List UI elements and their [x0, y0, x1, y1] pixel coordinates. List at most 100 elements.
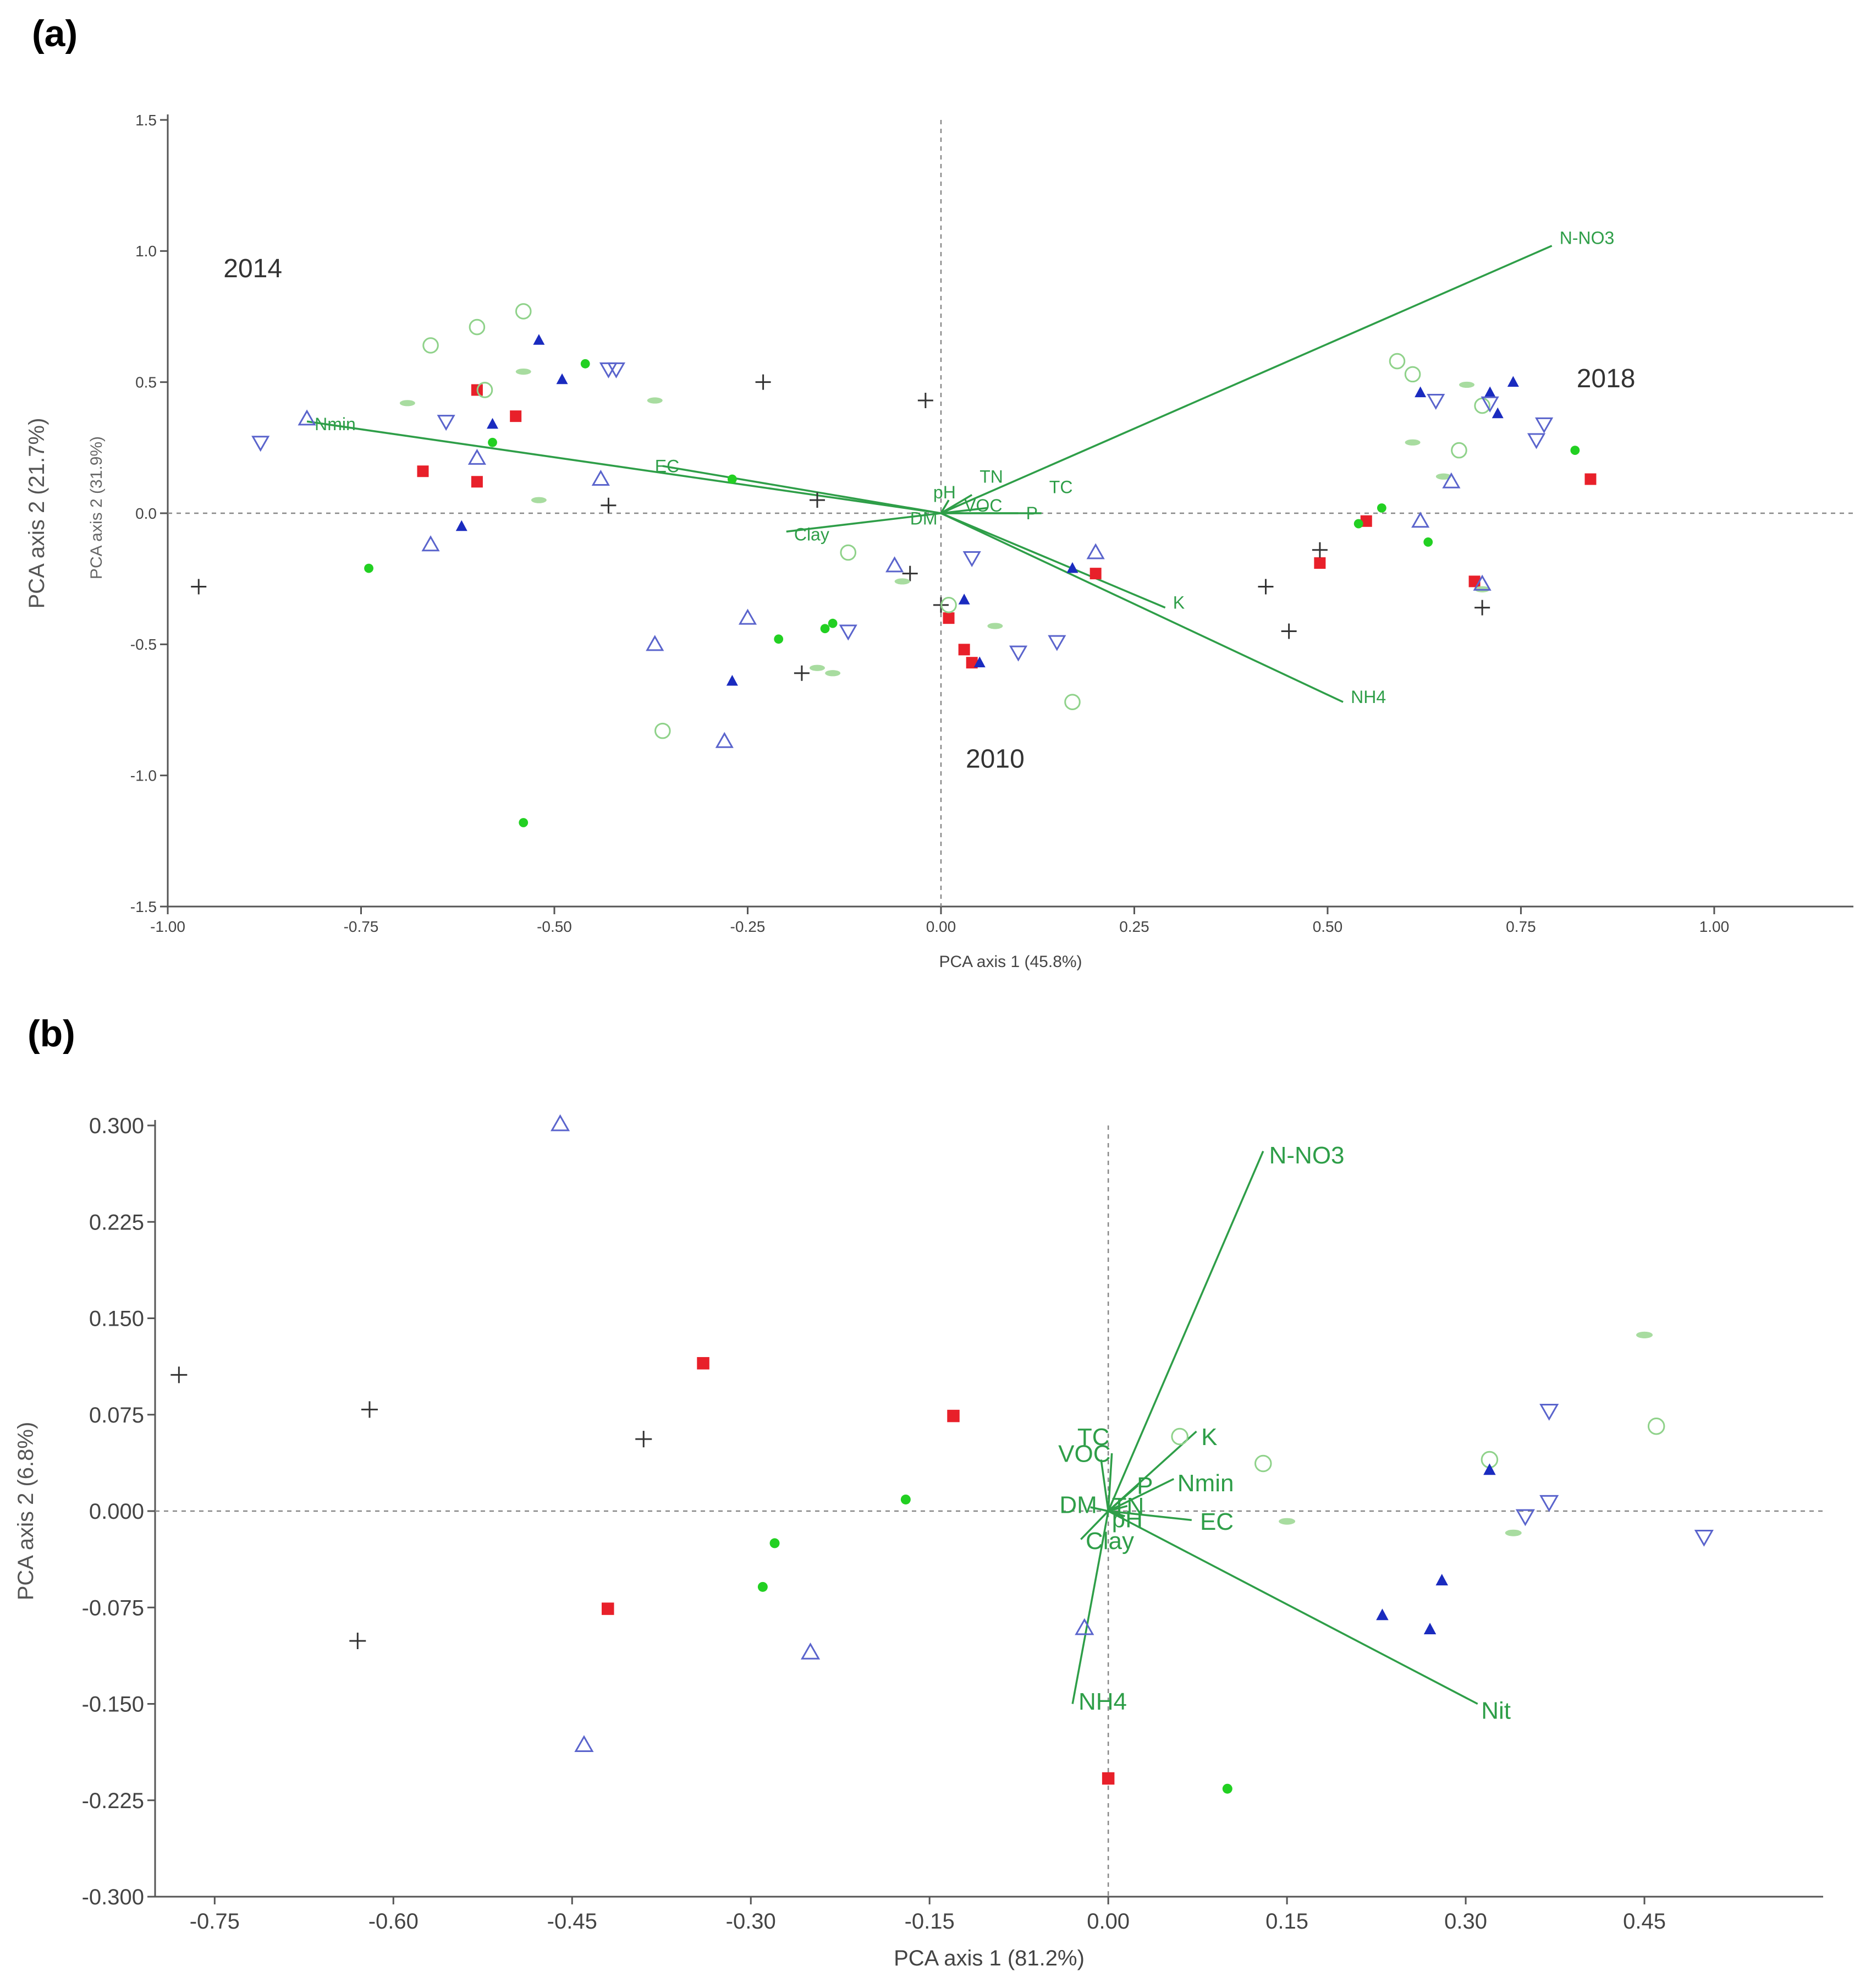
data-point [1389, 353, 1406, 370]
data-point [947, 1409, 960, 1423]
vector-label: NH4 [1078, 1688, 1127, 1715]
x-tick-label: 0.75 [1506, 918, 1536, 935]
data-point [697, 1357, 709, 1370]
data-point [1481, 396, 1499, 413]
y-axis-label-secondary: PCA axis 2 (31.9%) [87, 436, 106, 579]
data-point [591, 470, 610, 486]
data-point [654, 722, 671, 739]
data-point [349, 1633, 366, 1649]
data-point [1451, 442, 1467, 459]
loading-vector [1090, 1506, 1109, 1512]
x-axis-label: PCA axis 1 (45.8%) [939, 953, 1082, 971]
y-tick-label: 1.5 [135, 112, 157, 129]
data-point [810, 492, 826, 508]
vector-label: pH [1112, 1506, 1143, 1533]
data-point [1423, 537, 1433, 547]
data-point [943, 612, 955, 624]
data-point [727, 474, 737, 484]
data-point [917, 393, 933, 409]
data-point [1066, 562, 1078, 573]
data-point [900, 1494, 911, 1504]
data-point [958, 644, 970, 656]
data-point [1505, 1529, 1522, 1536]
loading-vector [1107, 1151, 1264, 1512]
y-tick-label: -0.225 [82, 1789, 144, 1813]
loading-vector [940, 512, 1166, 609]
data-point [1423, 1622, 1437, 1634]
loading-vector [662, 465, 942, 514]
data-point [1647, 1418, 1665, 1435]
data-point [810, 665, 826, 671]
vector-label: EC [1200, 1508, 1234, 1535]
data-point [515, 369, 531, 375]
data-point [1222, 1783, 1232, 1794]
y-tick-label: 0.5 [135, 374, 157, 391]
data-point [885, 556, 904, 573]
x-tick-label: -0.75 [344, 918, 379, 935]
x-axis-label: PCA axis 1 (81.2%) [894, 1946, 1085, 1970]
data-point [1376, 1608, 1389, 1621]
vector-label: Clay [1086, 1528, 1134, 1555]
data-point [1442, 472, 1461, 488]
data-point [599, 362, 618, 378]
vector-label: VOC [1058, 1440, 1110, 1467]
data-point [1570, 446, 1580, 455]
loading-vector [1108, 1504, 1128, 1512]
data-point [510, 410, 522, 422]
data-point [828, 618, 838, 628]
vector-label: TC [1049, 477, 1073, 497]
data-point [1314, 557, 1326, 569]
data-point [467, 448, 486, 465]
panel-label-b: (b) [27, 1013, 75, 1055]
data-point [1281, 623, 1297, 639]
pca-biplot-a: -1.00 -0.75 -0.50 -0.25 0.00 0.25 0.50 0.75 1.00… [25, 112, 1853, 971]
x-tick-label: -0.60 [368, 1909, 419, 1934]
data-point [1404, 366, 1421, 383]
loading-vector [1080, 1510, 1109, 1540]
data-point [1535, 417, 1554, 433]
data-point [455, 520, 467, 531]
data-point [1258, 579, 1274, 595]
loading-vector [1108, 1510, 1192, 1522]
x-tick-label: -0.45 [547, 1909, 597, 1934]
loading-vector [1108, 1510, 1478, 1705]
data-point [1507, 376, 1519, 387]
data-point [1086, 543, 1105, 559]
y-tick-label: 0.225 [89, 1210, 144, 1234]
data-point [715, 732, 734, 748]
x-tick-label: 0.00 [926, 918, 956, 935]
vector-label: N-NO3 [1269, 1142, 1345, 1169]
y-tick-label: 0.000 [89, 1500, 144, 1524]
data-point [1171, 1427, 1188, 1446]
data-point [1415, 386, 1427, 398]
vector-label: TC [1077, 1424, 1110, 1451]
data-point [1483, 1463, 1496, 1475]
x-tick-label: 0.15 [1265, 1909, 1308, 1934]
data-point [488, 437, 497, 447]
year-annotation: 2018 [1577, 364, 1636, 393]
data-point [1064, 694, 1081, 710]
data-point [1102, 1772, 1115, 1785]
x-tick-label: 1.00 [1699, 918, 1730, 935]
data-point [1353, 519, 1363, 529]
data-point [1492, 407, 1504, 419]
y-tick-label: -0.150 [82, 1693, 144, 1717]
data-point [601, 1602, 614, 1615]
loading-vector [940, 507, 988, 514]
x-tick-label: -1.00 [150, 918, 185, 935]
loading-vector [1108, 1510, 1125, 1518]
data-point [1435, 1574, 1448, 1586]
data-point [1473, 574, 1492, 591]
data-point [726, 674, 738, 686]
data-point [361, 1401, 378, 1418]
data-point [469, 318, 486, 336]
data-point [437, 415, 455, 431]
data-point [471, 476, 483, 488]
y-axis-label: PCA axis 2 (6.8%) [14, 1422, 38, 1601]
data-point [551, 1114, 570, 1132]
data-point [902, 565, 918, 581]
data-point [840, 544, 857, 561]
data-point [940, 597, 957, 613]
y-tick-label: 0.150 [89, 1307, 144, 1331]
data-point [1539, 1403, 1559, 1421]
